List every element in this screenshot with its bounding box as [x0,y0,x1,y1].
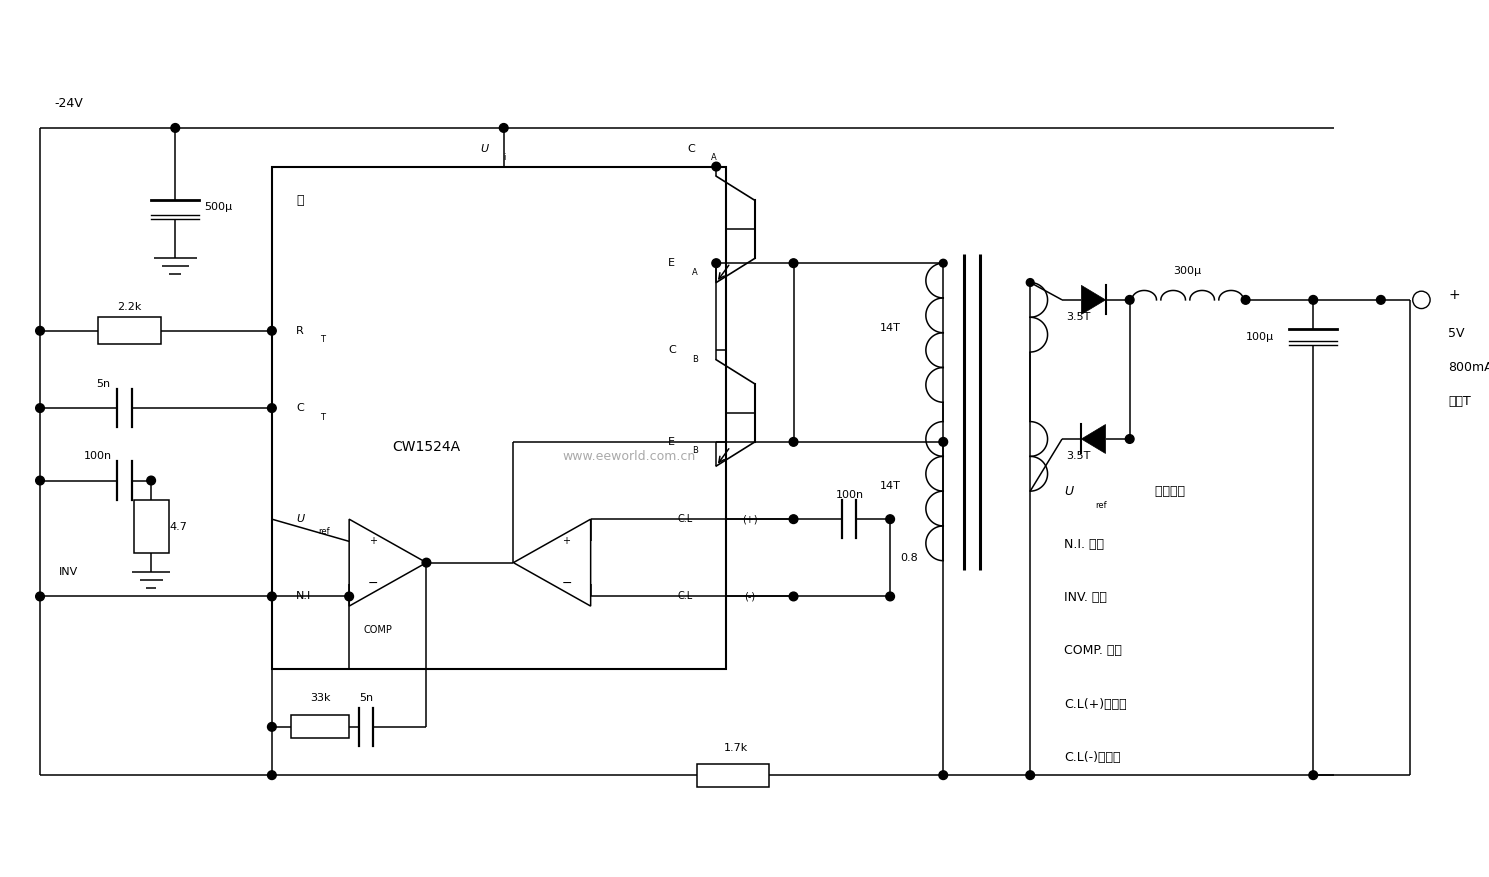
Text: 参考电压: 参考电压 [1151,485,1185,498]
Text: N.I. 同相: N.I. 同相 [1065,538,1103,551]
Circle shape [268,723,277,731]
Text: −: − [561,577,572,590]
Text: INV: INV [60,567,79,577]
Text: 3.5T: 3.5T [1066,452,1090,461]
Text: 100n: 100n [83,452,112,461]
Text: 2.2k: 2.2k [116,302,141,311]
Circle shape [789,592,798,601]
Text: B: B [692,354,698,364]
Text: U: U [296,514,304,524]
FancyBboxPatch shape [697,764,770,787]
Text: 100μ: 100μ [1246,332,1273,341]
Text: www.eeworld.com.cn: www.eeworld.com.cn [563,450,695,463]
Polygon shape [1081,424,1105,453]
Circle shape [789,438,798,446]
FancyBboxPatch shape [272,167,727,669]
Text: +: + [1449,288,1461,302]
Circle shape [36,592,45,601]
Circle shape [345,592,353,601]
Text: 5n: 5n [95,379,110,389]
Text: 地: 地 [296,194,304,207]
Circle shape [712,259,721,267]
Text: COMP: COMP [363,625,393,635]
Text: ref: ref [319,527,331,536]
Circle shape [1026,771,1035,780]
Text: R: R [296,325,304,336]
Text: +: + [563,537,570,546]
Circle shape [36,326,45,335]
Text: 100n: 100n [835,490,864,500]
Text: T: T [320,413,325,422]
Circle shape [499,124,508,132]
Text: 0.8: 0.8 [901,553,919,563]
Circle shape [940,438,947,446]
Circle shape [1126,296,1135,304]
Text: C: C [688,144,695,154]
Text: U: U [481,144,488,154]
Text: 4.7: 4.7 [170,522,188,531]
Circle shape [268,403,277,412]
Circle shape [147,476,155,485]
Circle shape [1309,771,1318,780]
Text: 输出T: 输出T [1449,395,1471,408]
Text: E: E [669,258,675,268]
Circle shape [421,559,430,567]
Text: 300μ: 300μ [1173,266,1202,276]
Text: COMP. 补偿: COMP. 补偿 [1065,645,1121,658]
Text: A: A [712,153,718,161]
Circle shape [712,162,721,171]
Circle shape [268,592,277,601]
Text: 5n: 5n [359,693,374,702]
Text: −: − [368,577,378,590]
Text: B: B [692,446,698,455]
Text: T: T [320,335,325,345]
Text: (+): (+) [742,514,758,524]
Text: C: C [296,403,304,413]
Circle shape [789,259,798,267]
Text: C.L(-)负感应: C.L(-)负感应 [1065,751,1121,764]
Text: C.L(+)正感应: C.L(+)正感应 [1065,697,1127,710]
Text: 14T: 14T [880,481,901,491]
Circle shape [171,124,180,132]
Circle shape [36,403,45,412]
Circle shape [789,515,798,524]
Text: 3.5T: 3.5T [1066,312,1090,322]
Circle shape [886,515,895,524]
Circle shape [268,326,277,335]
Circle shape [940,260,947,267]
Text: N.I: N.I [296,591,311,602]
Text: INV. 反相: INV. 反相 [1065,591,1106,604]
Text: A: A [692,267,698,277]
Text: C.L: C.L [677,514,692,524]
Text: E: E [669,437,675,447]
Circle shape [1026,279,1033,287]
Text: ref: ref [1094,501,1106,510]
Text: CW1524A: CW1524A [393,439,460,453]
Text: 14T: 14T [880,323,901,333]
Text: 500μ: 500μ [204,202,232,212]
Circle shape [1126,435,1135,444]
Text: C.L: C.L [677,591,692,602]
Circle shape [1376,296,1385,304]
Text: C: C [669,346,676,355]
Text: U: U [1065,485,1074,498]
Text: 1.7k: 1.7k [724,743,747,753]
FancyBboxPatch shape [134,500,168,553]
Circle shape [1309,296,1318,304]
Text: -24V: -24V [55,97,83,111]
Text: +: + [369,537,377,546]
Circle shape [886,592,895,601]
Circle shape [940,771,947,780]
Text: 33k: 33k [310,693,331,702]
Circle shape [36,476,45,485]
FancyBboxPatch shape [292,716,348,738]
Text: i: i [503,153,506,161]
Text: (-): (-) [744,591,755,602]
Circle shape [268,771,277,780]
Circle shape [1242,296,1249,304]
Text: 800mA: 800mA [1449,361,1489,374]
Polygon shape [1081,285,1105,314]
FancyBboxPatch shape [98,317,161,345]
Text: 5V: 5V [1449,327,1465,340]
